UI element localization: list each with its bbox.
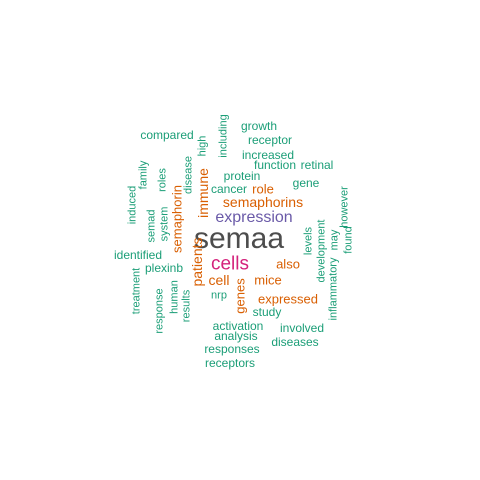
word-inflammatory: inflammatory bbox=[327, 257, 340, 321]
word-activation: activation bbox=[212, 319, 264, 333]
word-development: development bbox=[315, 219, 328, 283]
word-receptor: receptor bbox=[247, 133, 293, 147]
word-mice: mice bbox=[254, 272, 282, 288]
word-immune: immune bbox=[195, 168, 211, 218]
word-study: study bbox=[252, 305, 282, 319]
word-expression: expression bbox=[215, 209, 293, 226]
word-expressed: expressed bbox=[258, 291, 318, 307]
word-semaa: semaa bbox=[193, 222, 285, 255]
word-genes: genes bbox=[232, 278, 248, 314]
word-human: human bbox=[168, 280, 181, 314]
word-results: results bbox=[180, 289, 193, 323]
word-including: including bbox=[217, 114, 230, 158]
word-family: family bbox=[137, 160, 150, 190]
word-nrp: nrp bbox=[211, 289, 227, 302]
word-increased: increased bbox=[241, 148, 295, 162]
word-also: also bbox=[276, 256, 300, 272]
word-patients: patients bbox=[189, 237, 205, 287]
word-semaphorins: semaphorins bbox=[222, 194, 304, 210]
word-responses: responses bbox=[204, 342, 260, 356]
word-cells: cells bbox=[210, 253, 250, 275]
word-induced: induced bbox=[126, 185, 139, 225]
word-analysis: analysis bbox=[214, 329, 258, 343]
word-found: found bbox=[342, 226, 355, 254]
word-disease: disease bbox=[182, 156, 195, 194]
word-high: high bbox=[196, 135, 209, 157]
word-levels: levels bbox=[302, 226, 315, 256]
word-compared: compared bbox=[140, 128, 194, 142]
word-function: function bbox=[253, 158, 297, 172]
word-diseases: diseases bbox=[271, 335, 319, 349]
word-plexinb: plexinb bbox=[144, 261, 184, 275]
word-system: system bbox=[158, 206, 171, 242]
word-treatment: treatment bbox=[130, 267, 143, 315]
word-roles: roles bbox=[156, 168, 169, 192]
word-identified: identified bbox=[113, 248, 163, 262]
word-retinal: retinal bbox=[300, 158, 334, 172]
word-however: however bbox=[338, 186, 351, 228]
word-semaphorin: semaphorin bbox=[169, 185, 185, 253]
word-semad: semad bbox=[145, 209, 158, 243]
word-protein: protein bbox=[223, 169, 261, 183]
word-involved: involved bbox=[279, 321, 325, 335]
word-gene: gene bbox=[292, 176, 320, 190]
word-receptors: receptors bbox=[204, 356, 256, 370]
word-cancer: cancer bbox=[210, 182, 248, 196]
word-may: may bbox=[328, 229, 341, 251]
word-response: response bbox=[153, 288, 166, 334]
word-growth: growth bbox=[240, 119, 278, 133]
word-role: role bbox=[252, 181, 274, 197]
word-cell: cell bbox=[208, 272, 230, 288]
